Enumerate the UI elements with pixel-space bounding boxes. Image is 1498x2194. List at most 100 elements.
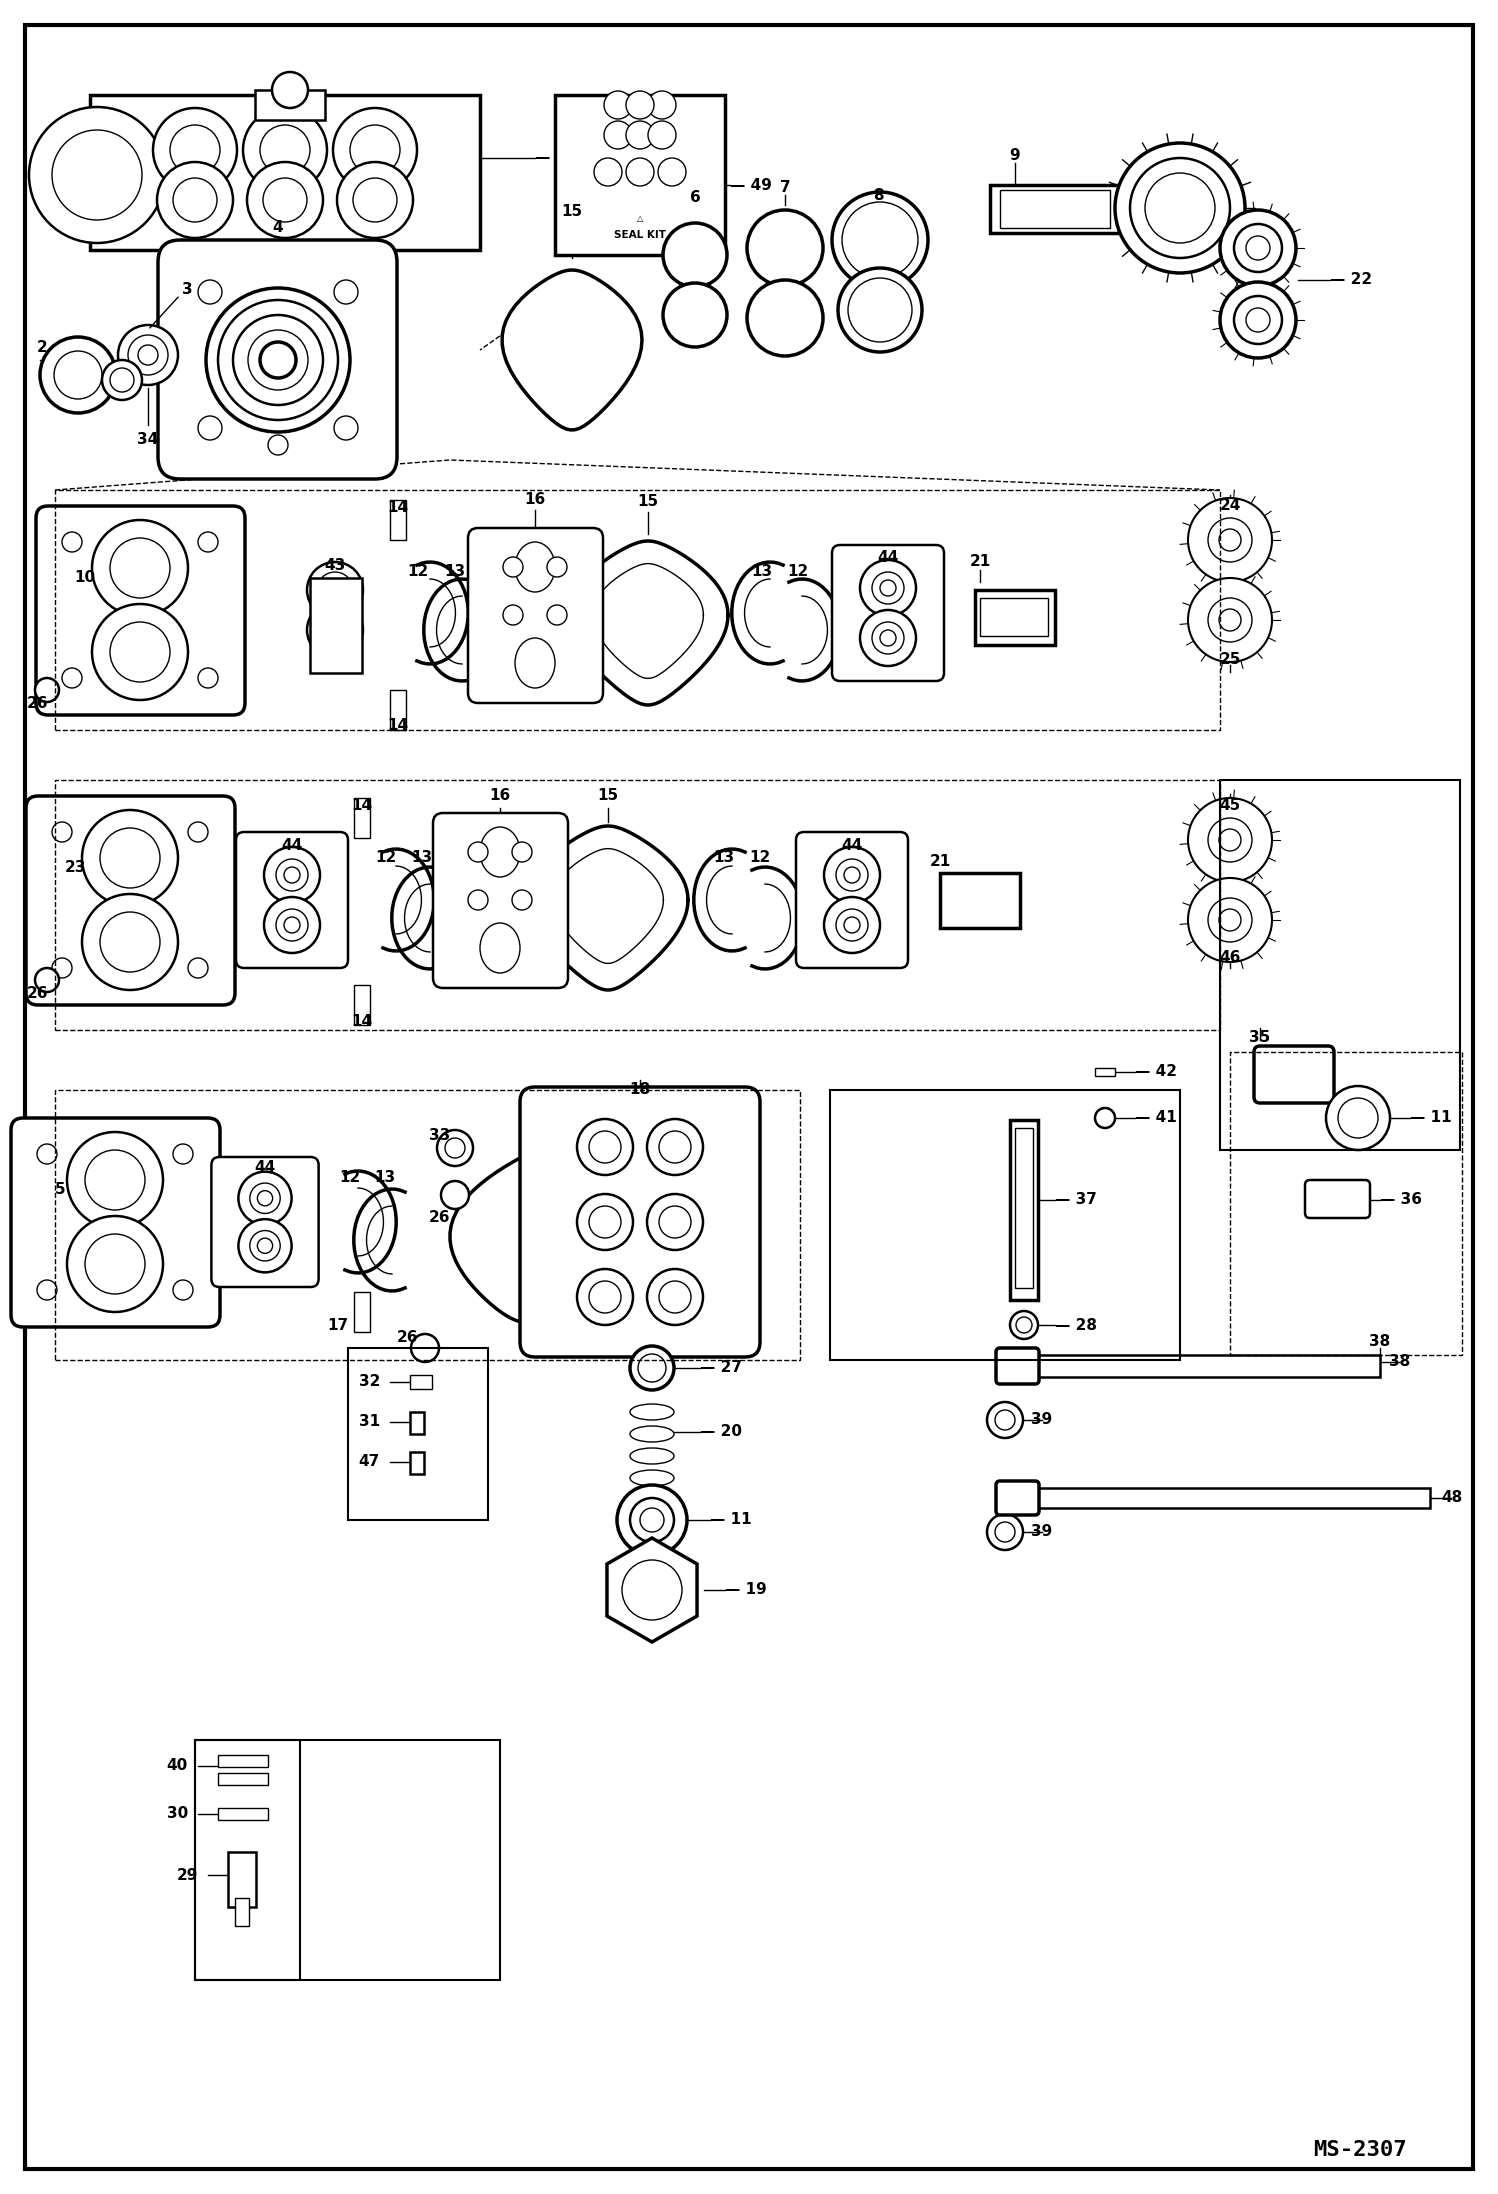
Circle shape: [307, 562, 363, 619]
Bar: [55, 781, 1219, 1029]
Text: — 27: — 27: [700, 1360, 742, 1376]
Circle shape: [1219, 829, 1240, 851]
Circle shape: [334, 281, 358, 305]
Bar: [195, 1740, 300, 1979]
Circle shape: [52, 129, 142, 219]
Text: SEAL KIT: SEAL KIT: [614, 230, 667, 239]
FancyBboxPatch shape: [996, 1347, 1040, 1384]
Circle shape: [638, 1354, 667, 1382]
Circle shape: [467, 891, 488, 911]
Circle shape: [247, 162, 324, 237]
Circle shape: [1188, 577, 1272, 663]
Circle shape: [100, 913, 160, 972]
Circle shape: [37, 1143, 57, 1165]
FancyBboxPatch shape: [1254, 1047, 1335, 1104]
Circle shape: [589, 1281, 622, 1312]
Circle shape: [872, 623, 903, 654]
Circle shape: [1144, 173, 1215, 244]
Circle shape: [40, 338, 115, 412]
Text: 12: 12: [749, 851, 770, 864]
Text: 47: 47: [358, 1455, 380, 1470]
Ellipse shape: [515, 542, 554, 592]
Circle shape: [258, 1237, 273, 1253]
Circle shape: [285, 867, 300, 882]
Text: 21: 21: [969, 555, 990, 570]
Text: 6: 6: [689, 191, 701, 206]
Text: 7: 7: [779, 180, 791, 195]
Text: 45: 45: [1219, 796, 1240, 812]
Text: 17: 17: [328, 1319, 349, 1332]
Circle shape: [1234, 224, 1282, 272]
Circle shape: [617, 1485, 688, 1556]
Text: 16: 16: [524, 491, 545, 507]
Circle shape: [1338, 1097, 1378, 1139]
Text: — 11: — 11: [1410, 1110, 1452, 1126]
Circle shape: [273, 72, 309, 108]
Bar: [410, 1413, 424, 1435]
Text: 33: 33: [430, 1128, 451, 1143]
Circle shape: [503, 557, 523, 577]
Text: 14: 14: [352, 1014, 373, 1029]
Circle shape: [82, 810, 178, 906]
Bar: [1016, 1128, 1034, 1288]
Circle shape: [649, 90, 676, 118]
Ellipse shape: [631, 1514, 674, 1529]
Bar: [55, 1090, 800, 1360]
Circle shape: [61, 667, 82, 689]
Text: 25: 25: [1219, 652, 1240, 667]
Circle shape: [640, 1507, 664, 1531]
Text: 35: 35: [1249, 1031, 1270, 1047]
Ellipse shape: [479, 827, 520, 878]
Circle shape: [34, 968, 58, 992]
Bar: [354, 799, 370, 838]
Text: 39: 39: [1032, 1525, 1053, 1540]
Circle shape: [307, 601, 363, 658]
Text: 30: 30: [166, 1806, 189, 1821]
FancyBboxPatch shape: [520, 1086, 759, 1358]
Ellipse shape: [748, 281, 822, 355]
Bar: [389, 500, 406, 540]
Circle shape: [258, 1191, 273, 1207]
Bar: [219, 1773, 268, 1786]
Bar: [830, 1090, 1180, 1360]
Text: 13: 13: [374, 1172, 395, 1185]
Bar: [228, 1852, 256, 1907]
Circle shape: [238, 1220, 292, 1273]
Circle shape: [512, 842, 532, 862]
Text: 2: 2: [36, 340, 48, 355]
Circle shape: [1188, 498, 1272, 581]
Bar: [348, 1347, 488, 1520]
Circle shape: [879, 630, 896, 645]
Circle shape: [109, 623, 169, 682]
Circle shape: [647, 1268, 703, 1325]
Bar: [235, 1898, 249, 1926]
Ellipse shape: [631, 1492, 674, 1507]
Bar: [389, 689, 406, 731]
Text: — 20: — 20: [700, 1424, 742, 1439]
Circle shape: [1188, 878, 1272, 961]
Text: — 49: — 49: [730, 178, 771, 193]
Circle shape: [102, 360, 142, 399]
Bar: [980, 599, 1049, 636]
Text: 38: 38: [1369, 1334, 1390, 1349]
Text: 15: 15: [598, 788, 619, 803]
Circle shape: [626, 158, 655, 186]
Circle shape: [1188, 799, 1272, 882]
Circle shape: [264, 897, 321, 952]
Circle shape: [622, 1560, 682, 1619]
Text: 13: 13: [412, 851, 433, 864]
FancyBboxPatch shape: [831, 544, 944, 680]
Circle shape: [37, 1279, 57, 1301]
Circle shape: [824, 847, 879, 904]
Circle shape: [91, 603, 189, 700]
Circle shape: [1219, 283, 1296, 358]
Text: 38: 38: [1389, 1354, 1411, 1369]
Circle shape: [318, 573, 354, 608]
Circle shape: [1219, 529, 1240, 551]
Circle shape: [547, 557, 568, 577]
Circle shape: [276, 908, 309, 941]
Circle shape: [503, 606, 523, 625]
Text: 13: 13: [713, 851, 734, 864]
Bar: [354, 1292, 370, 1332]
Ellipse shape: [479, 924, 520, 972]
